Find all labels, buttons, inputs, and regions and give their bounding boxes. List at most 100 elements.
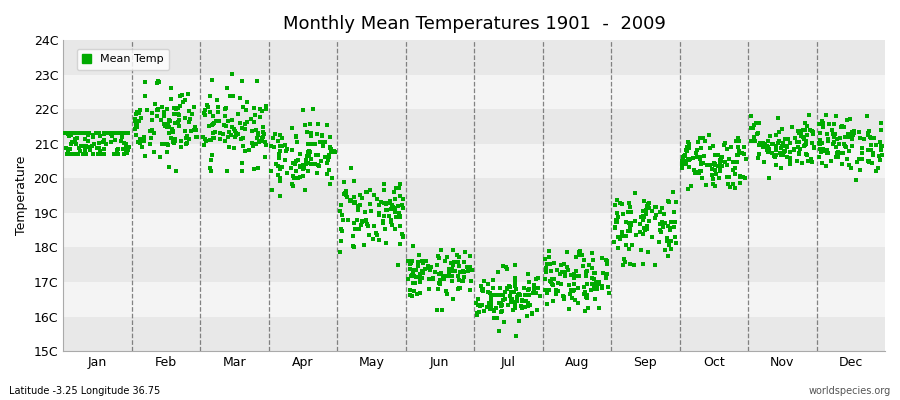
Point [482, 306, 497, 312]
Point [278, 157, 293, 164]
Point [820, 131, 834, 138]
Point [315, 133, 329, 140]
Point [778, 143, 793, 150]
Point [595, 254, 609, 261]
Point [645, 234, 660, 241]
Point [227, 145, 241, 151]
Point [464, 264, 478, 270]
Point [373, 237, 387, 244]
Point [295, 162, 310, 168]
Point [635, 213, 650, 220]
Point [495, 302, 509, 308]
Text: worldspecies.org: worldspecies.org [809, 386, 891, 396]
Point [743, 113, 758, 119]
Point [431, 253, 446, 259]
Point [203, 157, 218, 163]
Point [65, 139, 79, 146]
Point [190, 134, 204, 140]
Point [164, 84, 178, 91]
Point [688, 150, 703, 156]
Point [791, 150, 806, 157]
Point [752, 155, 766, 162]
Point [150, 78, 165, 84]
Point [610, 216, 625, 223]
Point [368, 230, 382, 236]
Point [599, 257, 614, 264]
Point [220, 134, 235, 140]
Point [451, 286, 465, 292]
Point [169, 167, 184, 174]
Point [565, 288, 580, 294]
Point [436, 273, 451, 279]
Point [250, 130, 265, 136]
Point [551, 280, 565, 286]
Point [63, 146, 77, 152]
Point [446, 247, 461, 253]
Point [202, 165, 217, 172]
Point [489, 305, 503, 311]
Point [366, 235, 381, 242]
Point [812, 121, 826, 127]
Point [274, 175, 288, 182]
Point [188, 124, 202, 130]
Point [127, 126, 141, 132]
Point [628, 190, 643, 196]
Point [230, 130, 245, 137]
Point [676, 154, 690, 160]
Point [116, 130, 130, 137]
Point [783, 140, 797, 146]
Point [491, 269, 505, 275]
Point [225, 124, 239, 131]
Point [130, 109, 144, 115]
Point [863, 147, 878, 154]
Point [98, 130, 112, 137]
Point [567, 287, 581, 294]
Point [310, 131, 324, 137]
Point [59, 144, 74, 151]
Point [487, 308, 501, 314]
Point [171, 118, 185, 125]
Point [776, 140, 790, 146]
Point [471, 302, 485, 308]
Point [503, 284, 517, 290]
Point [713, 168, 727, 174]
Point [743, 124, 758, 131]
Point [472, 303, 487, 310]
Point [392, 210, 406, 216]
Point [429, 306, 444, 313]
Point [863, 142, 878, 148]
Point [720, 174, 734, 181]
Point [812, 140, 826, 146]
Point [323, 145, 338, 151]
Point [815, 146, 830, 153]
Point [299, 160, 313, 167]
Point [767, 153, 781, 160]
Point [690, 168, 705, 175]
Point [166, 139, 180, 146]
Point [76, 151, 91, 157]
Point [225, 116, 239, 123]
Point [372, 212, 386, 218]
Point [556, 293, 571, 299]
Point [172, 112, 186, 118]
Point [71, 151, 86, 157]
Point [816, 120, 831, 126]
Point [259, 106, 274, 112]
Point [726, 159, 741, 166]
Point [220, 168, 234, 175]
Point [717, 140, 732, 146]
Point [402, 261, 417, 267]
Point [660, 234, 674, 241]
Point [144, 127, 158, 133]
Point [451, 272, 465, 279]
Point [703, 162, 717, 168]
Point [836, 150, 850, 156]
Point [675, 161, 689, 167]
Point [115, 134, 130, 140]
Point [635, 260, 650, 267]
Point [406, 280, 420, 286]
Point [258, 142, 273, 148]
Point [547, 276, 562, 282]
Point [404, 260, 419, 266]
Point [219, 105, 233, 112]
